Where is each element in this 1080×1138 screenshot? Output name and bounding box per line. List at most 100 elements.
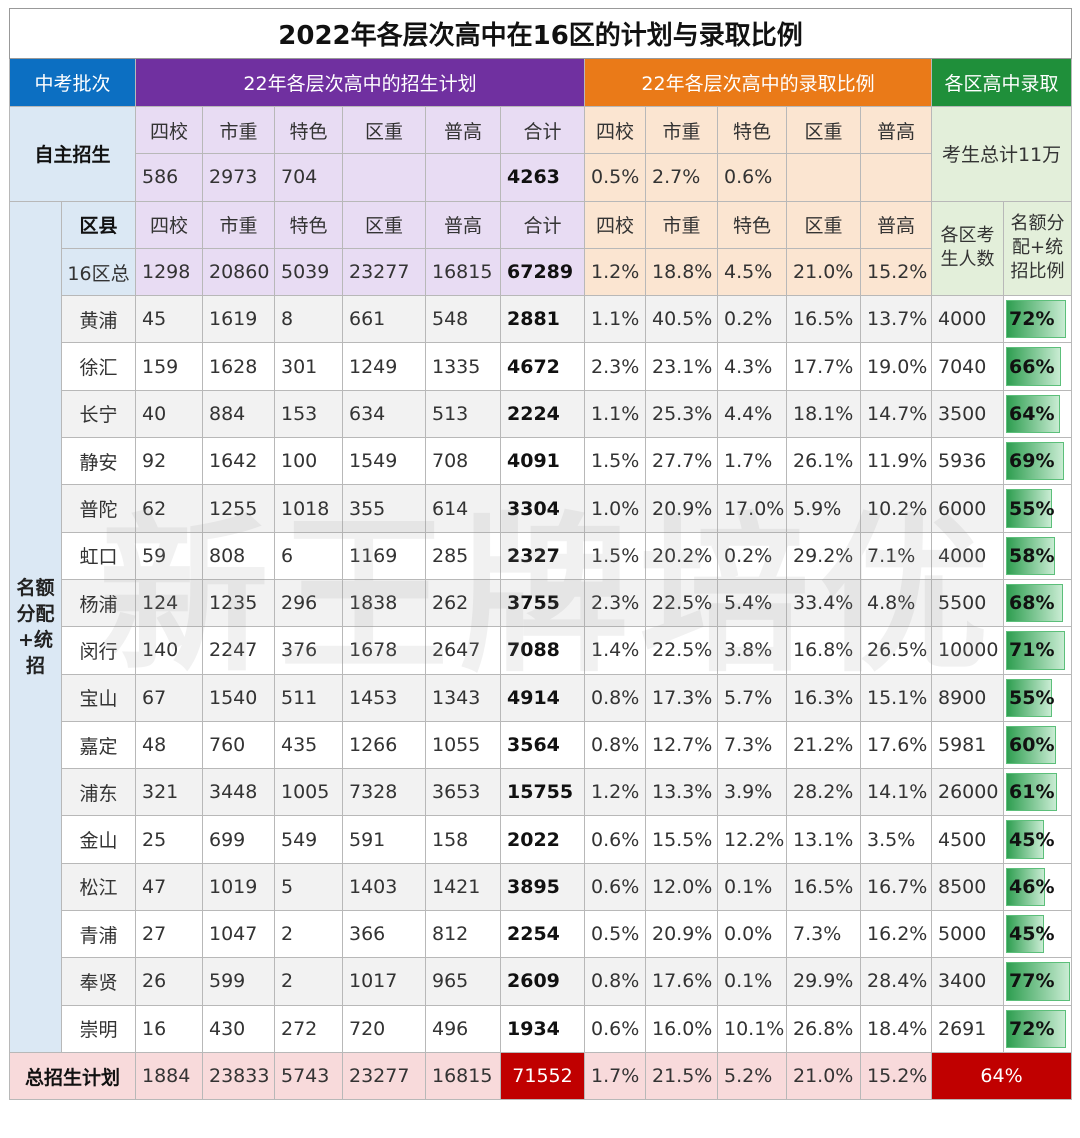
district-ratio-value: 2.3% xyxy=(584,342,646,391)
district-ratio-value: 3.5% xyxy=(860,815,932,864)
district-plan-value: 1549 xyxy=(342,437,426,486)
grand-total-ratio-value: 1.7% xyxy=(584,1051,646,1101)
district-row: 闵行 140 2247 376 1678 2647 7088 1.4% 22.5% 3.8% 16.… xyxy=(10,626,1073,675)
district-plan-value: 3564 xyxy=(500,720,585,770)
district-plan-value: 67 xyxy=(135,673,203,722)
grand-total-plan-value: 23277 xyxy=(342,1051,426,1101)
quota-ratio-col-header: 四校 xyxy=(584,200,646,249)
district-ratio-value: 4.8% xyxy=(860,578,932,628)
district-plan-value: 599 xyxy=(202,957,275,1006)
district-ratio-value: 15.1% xyxy=(860,673,932,722)
admit-ratio-text: 45% xyxy=(1009,923,1055,946)
district-admit-ratio: 72% xyxy=(1002,1004,1073,1053)
district-admit-header: 各区高中录取 xyxy=(930,58,1073,107)
admit-ratio-bar xyxy=(1006,915,1045,954)
admission-table: 2022年各层次高中在16区的计划与录取比例 中考批次 22年各层次高中的招生计… xyxy=(8,8,1073,1101)
district-examinees: 26000 xyxy=(931,768,1004,817)
district-ratio-value: 4.4% xyxy=(717,389,787,439)
self-ratio-col-header: 特色 xyxy=(717,105,787,155)
quota-ratio-col-header: 区重 xyxy=(786,200,861,249)
district-ratio-value: 1.2% xyxy=(584,768,646,817)
district-row: 青浦 27 1047 2 366 812 2254 0.5% 20.9% 0.0% 7.3% 16.2… xyxy=(10,910,1073,959)
district-examinees: 5936 xyxy=(931,437,1004,486)
district-row: 松江 47 1019 5 1403 1421 3895 0.6% 12.0% 0.1% 16.5% 1… xyxy=(10,862,1073,912)
district-ratio-value: 15.5% xyxy=(645,815,718,864)
district-admit-ratio: 71% xyxy=(1002,626,1073,675)
self-plan-value: 586 xyxy=(135,153,203,202)
district-plan-value: 1678 xyxy=(342,626,426,675)
district-ratio-value: 28.4% xyxy=(860,957,932,1006)
self-ratio-col-header: 市重 xyxy=(645,105,718,155)
district-name: 宝山 xyxy=(61,673,136,722)
district-name: 普陀 xyxy=(61,484,136,533)
district-plan-value: 2254 xyxy=(500,910,585,959)
district-ratio-value: 0.1% xyxy=(717,957,787,1006)
district-plan-value: 100 xyxy=(274,437,343,486)
district-plan-value: 1628 xyxy=(202,342,275,391)
quota-ratio-col-header: 普高 xyxy=(860,200,932,249)
district-examinees: 8500 xyxy=(931,862,1004,912)
district-plan-value: 45 xyxy=(135,295,203,344)
grand-total-ratio-value: 15.2% xyxy=(860,1051,932,1101)
quota-header-row: 名额分配+统招 区县 四校 市重 特色 区重 普高 合计 四校 市重 特色 区重 普高 各区考生人数 名额分… xyxy=(9,200,1073,1053)
district-plan-value: 2 xyxy=(274,957,343,1006)
district-row: 普陀 62 1255 1018 355 614 3304 1.0% 20.9% 17.0% 5.9%… xyxy=(10,484,1073,533)
district-total-name: 16区总 xyxy=(61,247,136,297)
district-plan-value: 812 xyxy=(425,910,501,959)
district-plan-value: 59 xyxy=(135,531,203,580)
admit-ratio-bar xyxy=(1006,536,1055,575)
district-examinees: 6000 xyxy=(931,484,1004,533)
self-recruit-label: 自主招生 xyxy=(9,106,136,202)
district-total-plan-value: 16815 xyxy=(425,247,501,297)
section-header-row: 中考批次 22年各层次高中的招生计划 22年各层次高中的录取比例 各区高中录取 xyxy=(9,58,1073,107)
batch-header: 中考批次 xyxy=(9,58,136,107)
district-admit-ratio: 77% xyxy=(1002,957,1073,1006)
admit-ratio-text: 46% xyxy=(1009,875,1055,898)
district-plan-value: 513 xyxy=(425,389,501,439)
district-ratio-value: 16.5% xyxy=(786,862,861,912)
district-name: 徐汇 xyxy=(61,342,136,391)
district-ratio-value: 7.1% xyxy=(860,531,932,580)
district-plan-value: 661 xyxy=(342,295,426,344)
admit-ratio-text: 72% xyxy=(1009,308,1055,331)
district-row: 宝山 67 1540 511 1453 1343 4914 0.8% 17.3% 5.7% 16.3… xyxy=(10,673,1073,722)
district-ratio-value: 17.7% xyxy=(786,342,861,391)
district-admit-ratio: 58% xyxy=(1002,531,1073,580)
district-plan-value: 376 xyxy=(274,626,343,675)
district-ratio-value: 7.3% xyxy=(717,720,787,770)
district-plan-value: 2647 xyxy=(425,626,501,675)
district-admit-ratio: 45% xyxy=(1002,815,1073,864)
district-plan-value: 48 xyxy=(135,720,203,770)
district-examinees: 7040 xyxy=(931,342,1004,391)
self-plan-col-header: 特色 xyxy=(274,105,343,155)
district-ratio-value: 13.3% xyxy=(645,768,718,817)
admit-ratio-text: 68% xyxy=(1009,592,1055,615)
district-plan-value: 720 xyxy=(342,1004,426,1053)
self-ratio-value: 0.5% xyxy=(584,153,646,202)
page-title: 2022年各层次高中在16区的计划与录取比例 xyxy=(8,8,1073,59)
district-plan-value: 1249 xyxy=(342,342,426,391)
district-total-ratio-value: 4.5% xyxy=(717,247,787,297)
self-ratio-col-header: 四校 xyxy=(584,105,646,155)
district-plan-value: 296 xyxy=(274,578,343,628)
quota-plan-col-header: 合计 xyxy=(500,200,585,249)
district-ratio-value: 16.7% xyxy=(860,862,932,912)
district-total-row: 16区总 1298 20860 5039 23277 16815 67289 1.2% 18.8… xyxy=(10,247,1072,297)
district-ratio-value: 0.1% xyxy=(717,862,787,912)
district-row: 虹口 59 808 6 1169 285 2327 1.5% 20.2% 0.2% 29.2% 7.1… xyxy=(10,531,1073,580)
district-row: 静安 92 1642 100 1549 708 4091 1.5% 27.7% 1.7% 26.1%… xyxy=(10,437,1073,486)
district-row: 奉贤 26 599 2 1017 965 2609 0.8% 17.6% 0.1% 29.9% 28.… xyxy=(10,957,1073,1006)
district-ratio-value: 26.1% xyxy=(786,437,861,486)
quota-ratio-col-header: 特色 xyxy=(717,200,787,249)
district-plan-value: 15755 xyxy=(500,768,585,817)
district-admit-ratio: 46% xyxy=(1002,862,1073,912)
admit-ratio-bar xyxy=(1006,300,1066,339)
district-plan-value: 1453 xyxy=(342,673,426,722)
self-ratio-value xyxy=(860,153,932,202)
district-ratio-value: 2.3% xyxy=(584,578,646,628)
district-plan-value: 25 xyxy=(135,815,203,864)
quota-plan-col-header: 特色 xyxy=(274,200,343,249)
district-ratio-value: 16.3% xyxy=(786,673,861,722)
district-examinees: 4000 xyxy=(931,295,1004,344)
district-plan-value: 92 xyxy=(135,437,203,486)
